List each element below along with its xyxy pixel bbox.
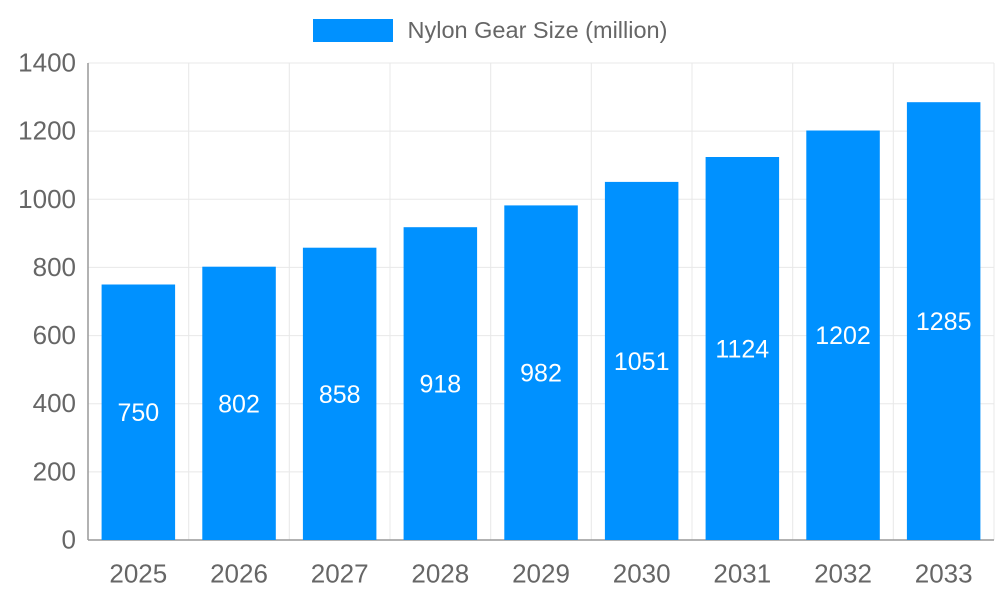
svg-text:1285: 1285	[916, 308, 972, 336]
svg-text:0: 0	[62, 525, 76, 555]
svg-text:200: 200	[33, 456, 76, 486]
svg-text:1124: 1124	[715, 336, 769, 364]
svg-text:800: 800	[33, 252, 76, 282]
svg-text:2025: 2025	[109, 559, 167, 589]
svg-text:2027: 2027	[311, 559, 369, 589]
svg-text:1051: 1051	[614, 348, 670, 376]
svg-text:1400: 1400	[18, 48, 76, 78]
svg-text:1202: 1202	[815, 322, 871, 350]
svg-text:2026: 2026	[210, 559, 268, 589]
svg-text:2030: 2030	[613, 559, 671, 589]
svg-text:750: 750	[117, 399, 159, 427]
svg-text:2028: 2028	[411, 559, 469, 589]
svg-text:2033: 2033	[915, 559, 973, 589]
svg-text:600: 600	[33, 320, 76, 350]
svg-text:2029: 2029	[512, 559, 570, 589]
svg-text:400: 400	[33, 388, 76, 418]
svg-text:2032: 2032	[814, 559, 872, 589]
svg-text:802: 802	[218, 390, 260, 418]
svg-text:1000: 1000	[18, 184, 76, 214]
svg-text:1200: 1200	[18, 116, 76, 146]
svg-text:858: 858	[319, 381, 361, 409]
svg-text:2031: 2031	[713, 559, 771, 589]
svg-text:982: 982	[520, 360, 562, 388]
svg-text:918: 918	[419, 371, 461, 399]
